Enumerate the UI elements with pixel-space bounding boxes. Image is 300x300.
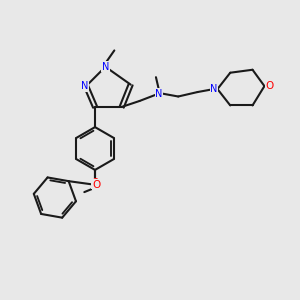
Text: N: N <box>155 88 163 98</box>
Text: N: N <box>81 81 88 91</box>
Text: O: O <box>266 81 274 91</box>
Text: O: O <box>91 178 99 188</box>
Text: N: N <box>210 84 218 94</box>
Text: N: N <box>102 62 109 72</box>
Text: O: O <box>92 180 101 190</box>
